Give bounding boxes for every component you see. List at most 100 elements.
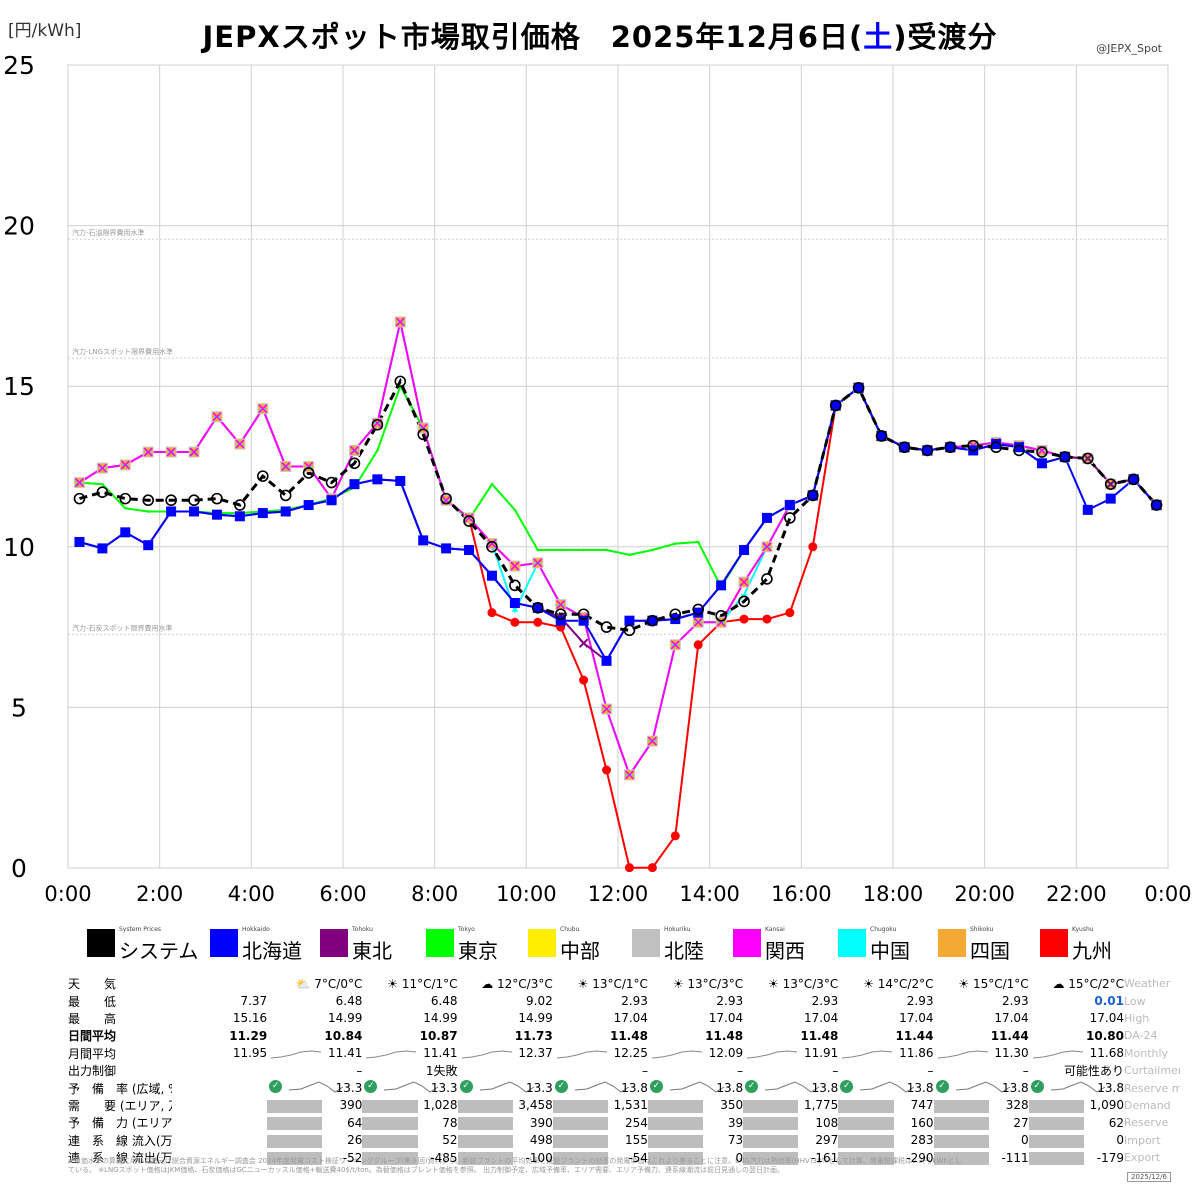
point-system [325, 476, 338, 489]
info-cell: 10.84 [267, 1027, 362, 1044]
info-cell: 27 [933, 1114, 1029, 1131]
info-value: 11.29 [229, 1028, 268, 1043]
point-kyushu [579, 675, 589, 685]
info-value: 可能性あり [1063, 1064, 1124, 1079]
x-tick-label: 20:00 [954, 882, 1015, 906]
page-title: JEPXスポット市場取引価格 2025年12月6日(土)受渡分 [0, 14, 1200, 56]
info-cell: 155 [552, 1132, 648, 1149]
mini-bar [457, 1134, 513, 1148]
info-row-en-label: Curtailment [1124, 1064, 1180, 1078]
mini-bar [457, 1117, 513, 1131]
mini-bar [647, 1099, 704, 1113]
info-cell: 11.91 [743, 1045, 838, 1062]
point-system [302, 467, 315, 479]
info-cell [172, 1079, 267, 1096]
point-hokkaido [486, 570, 497, 581]
reserve-sparkline [765, 1081, 820, 1093]
point-kansai [235, 439, 245, 449]
point-system [1127, 473, 1140, 486]
point-tokyo [490, 482, 494, 486]
info-value: 11.41 [328, 1046, 363, 1061]
weather-icon: ☁ [481, 976, 498, 991]
point-kansai [602, 704, 612, 714]
legend-en-label: Tokyo [458, 926, 475, 933]
mini-bar [552, 1099, 608, 1113]
point-hokkaido [853, 382, 864, 393]
info-cell: 1,531 [552, 1097, 648, 1114]
info-value: 15°C/1°C [972, 976, 1029, 991]
info-cell: 1,090 [1028, 1097, 1124, 1114]
info-value: 11.44 [990, 1028, 1029, 1043]
info-cell: 17.04 [1029, 1010, 1124, 1027]
chart-axes: 0:00 2:00 4:00 6:00 8:00 10:00 12:00 14:00 16:00… [3, 51, 1191, 906]
info-row-en-label: Monthly [1124, 1046, 1169, 1060]
point-hokkaido [1082, 504, 1093, 515]
legend-en-label: Tohoku [352, 926, 373, 933]
info-value: 11°C/1°C [401, 976, 458, 991]
info-value: 12°C/3°C [497, 976, 553, 991]
info-row: 出力制御 – 1失敗 – – – – – 可能性ありCurtailment [68, 1062, 1180, 1079]
mini-bar [933, 1117, 989, 1131]
info-cell: – [934, 1062, 1029, 1079]
point-hokkaido [784, 500, 795, 511]
info-row-label: 予 備 力 (エリア, 万kW) [68, 1116, 172, 1131]
legend-jp-label: 東北 [352, 939, 392, 963]
point-tokyo [376, 449, 379, 452]
point-kansai [189, 447, 199, 457]
info-cell: 17.04 [553, 1010, 648, 1027]
info-cell: ☀ 13°C/1°C [553, 975, 648, 992]
monthly-sparkline [366, 1050, 417, 1059]
info-value: 498 [529, 1133, 553, 1148]
weather-icon: ☀ [672, 976, 688, 991]
reserve-sparkline [479, 1081, 534, 1093]
legend-jp-label: 中国 [870, 939, 910, 963]
footnote: ※単価水準の算出に用いた諸元は総合資源エネルギー調査会 2024年度発電コスト検… [68, 1157, 962, 1174]
info-row: 天 気 ⛅ 7°C/0°C ☀ 11°C/1°C ☁ 12°C/3°C ☀ 13°C/1… [68, 975, 1180, 992]
info-row-en-label: Reserve margin [1124, 1081, 1180, 1095]
title-main: JEPXスポット市場取引価格 2025年12月6日( [202, 20, 864, 54]
info-cell [172, 975, 267, 992]
info-value: 1,531 [613, 1098, 648, 1113]
mini-bar [933, 1151, 989, 1165]
point-hokkaido [739, 545, 750, 556]
info-cell: 283 [838, 1132, 934, 1149]
check-icon: ✓ [269, 1080, 283, 1094]
point-system [119, 492, 132, 505]
point-hokkaido [1128, 474, 1139, 485]
point-kyushu [762, 614, 772, 624]
info-value: 7.37 [240, 994, 268, 1009]
weather-icon: ☀ [768, 976, 783, 991]
info-value: 13°C/3°C [782, 976, 839, 991]
info-cell: -290 [838, 1149, 934, 1166]
info-value: 2.93 [1001, 994, 1029, 1009]
legend-en-label: Chubu [560, 926, 580, 933]
info-value: 13°C/1°C [592, 976, 648, 991]
info-cell: 11.29 [172, 1027, 267, 1044]
info-cell: 108 [743, 1114, 838, 1131]
info-cell: ✓ 13.8 [838, 1079, 934, 1096]
check-icon: ✓ [649, 1080, 663, 1094]
point-hokkaido [807, 490, 818, 501]
legend-en-label: Chugoku [870, 926, 897, 933]
info-value: 328 [1005, 1098, 1029, 1113]
info-cell: 39 [647, 1114, 743, 1131]
info-cell: 2.93 [648, 992, 743, 1009]
info-value: – [832, 1063, 839, 1078]
title-tail: )受渡分 [893, 20, 998, 54]
info-value: 0 [735, 1150, 744, 1165]
info-value: 297 [815, 1133, 839, 1148]
reserve-sparkline [289, 1081, 344, 1093]
info-value: 1,090 [1089, 1098, 1124, 1113]
info-value: – [927, 1063, 934, 1078]
mini-bar [552, 1151, 608, 1165]
info-value: – [1022, 1063, 1029, 1078]
legend-swatch [632, 929, 660, 957]
legend-swatch [426, 929, 454, 957]
legend-jp-label: システム [119, 939, 199, 963]
point-system [875, 430, 888, 442]
point-hokkaido [441, 543, 452, 554]
info-value: 17.04 [994, 1011, 1029, 1026]
point-system [256, 470, 269, 482]
point-tohoku [1083, 453, 1093, 464]
info-cell: ✓ 13.3 [267, 1079, 362, 1096]
